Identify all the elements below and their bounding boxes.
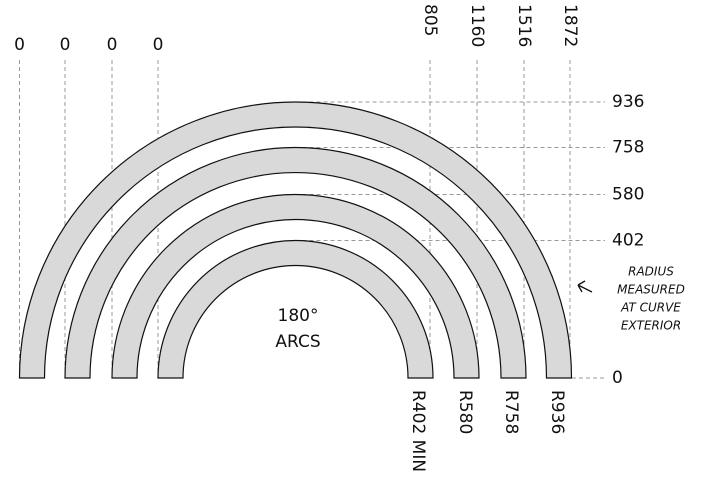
- note-arrow: [577, 280, 593, 293]
- top-left-label: 0: [153, 35, 164, 55]
- note-text: RADIUS: [628, 265, 674, 279]
- right-label: 758: [612, 138, 644, 158]
- top-left-label: 0: [14, 35, 25, 55]
- arc-ring: [111, 193, 480, 379]
- arcs: [18, 101, 573, 379]
- top-left-label: 0: [60, 35, 71, 55]
- note-text: EXTERIOR: [621, 319, 681, 333]
- bottom-label: R402 MIN: [408, 390, 428, 472]
- top-left-label: 0: [107, 35, 118, 55]
- top-right-label: 805: [420, 4, 440, 36]
- bottom-label: R758: [501, 390, 521, 434]
- top-right-label: 1516: [514, 4, 534, 47]
- center-label: 180°: [278, 306, 319, 326]
- right-label: 580: [612, 185, 644, 205]
- center-label: ARCS: [275, 332, 320, 352]
- note-text: MEASURED: [617, 283, 685, 297]
- arc-ring: [18, 101, 573, 379]
- bottom-label: R580: [455, 390, 475, 434]
- note-text: AT CURVE: [620, 301, 681, 315]
- top-right-label: 1160: [467, 4, 487, 47]
- top-right-label: 1872: [560, 4, 580, 47]
- right-label: 0: [612, 368, 623, 388]
- right-label: 402: [612, 231, 644, 251]
- right-label: 936: [612, 92, 644, 112]
- arc-ring: [64, 146, 527, 379]
- arc-ring: [157, 239, 434, 379]
- labels: 0 0 0 0 805 1160 1516 1872 936 758 580 402 0 R402 MIN…: [14, 4, 685, 472]
- bottom-label: R936: [547, 390, 567, 434]
